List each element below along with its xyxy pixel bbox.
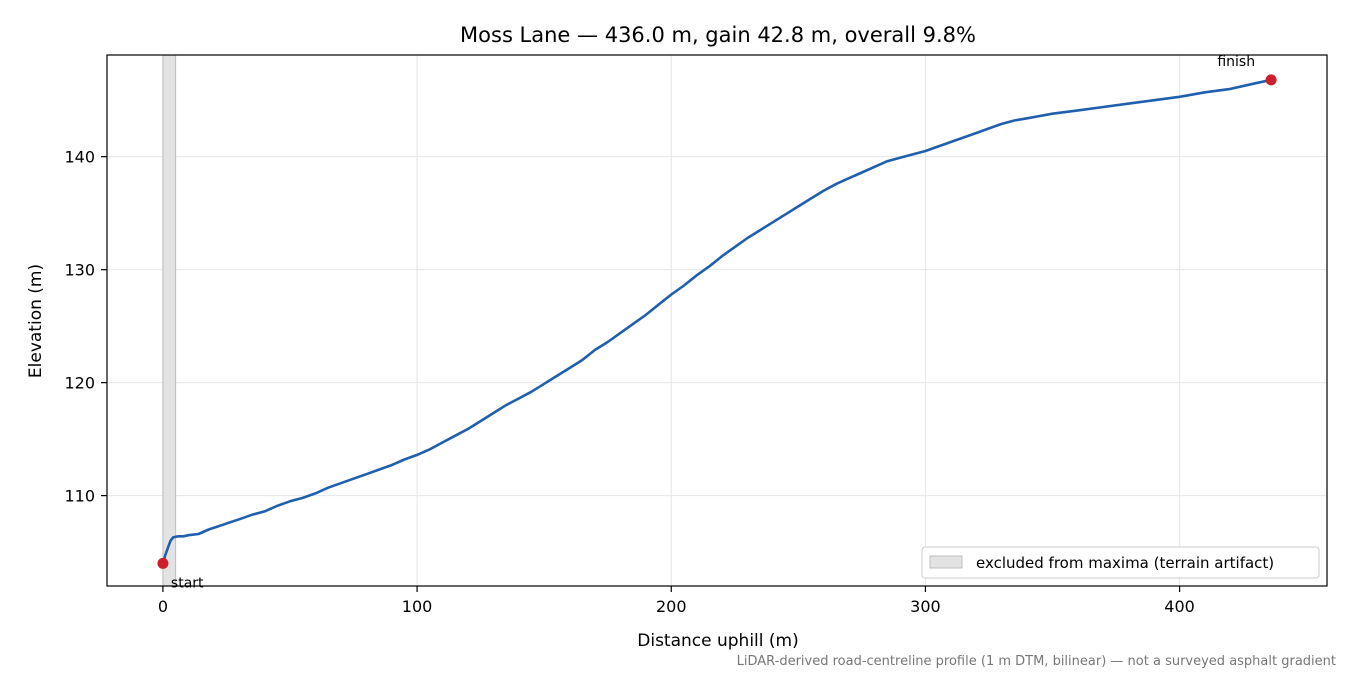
- finish-marker: [1265, 74, 1277, 86]
- y-tick-label: 130: [64, 261, 95, 280]
- y-tick-label: 140: [64, 148, 95, 167]
- legend-box: [921, 546, 1320, 579]
- y-tick-label: 110: [64, 487, 95, 506]
- x-tick-label: 400: [1164, 597, 1195, 616]
- y-axis-label: Elevation (m): [26, 264, 46, 378]
- legend: excluded from maxima (terrain artifact): [921, 546, 1320, 579]
- chart-title: Moss Lane — 436.0 m, gain 42.8 m, overal…: [460, 23, 976, 47]
- plot-frame: [106, 54, 1328, 587]
- x-tick-label: 200: [656, 597, 687, 616]
- y-axis-ticks: 110 120 130 140: [64, 148, 107, 506]
- x-axis-ticks: 0 100 200 300 400: [158, 586, 1195, 616]
- start-label: start: [171, 575, 204, 591]
- elevation-line: [161, 78, 1272, 564]
- finish-label: finish: [1217, 54, 1255, 70]
- plot-area: [107, 55, 1327, 586]
- x-tick-label: 300: [910, 597, 941, 616]
- y-tick-label: 120: [64, 374, 95, 393]
- excluded-region-rect: [162, 54, 177, 587]
- markers-layer: start finish: [157, 54, 1277, 591]
- legend-label: excluded from maxima (terrain artifact): [976, 554, 1274, 572]
- footnote: LiDAR-derived road-centreline profile (1…: [737, 654, 1336, 669]
- x-tick-label: 0: [158, 597, 168, 616]
- x-axis-label: Distance uphill (m): [637, 631, 798, 651]
- series-layer: [161, 78, 1272, 564]
- start-marker: [157, 557, 169, 569]
- excluded-region-band: [162, 54, 177, 587]
- x-tick-label: 100: [402, 597, 433, 616]
- legend-swatch: [929, 555, 963, 569]
